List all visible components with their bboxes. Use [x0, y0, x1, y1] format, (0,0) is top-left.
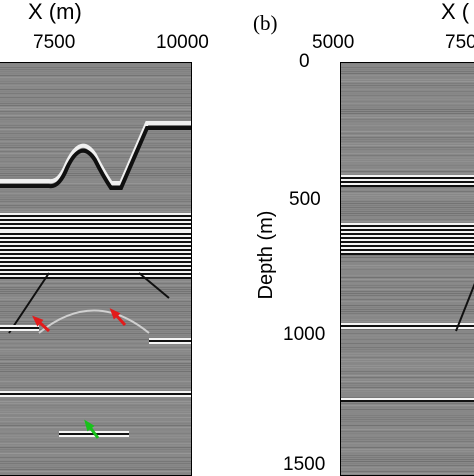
panel-b-seismic-svg: [341, 63, 474, 474]
panel-b-fault: [455, 282, 474, 332]
panel-b-band-3: [341, 323, 474, 329]
panel-b-x-tick-5000: 5000: [312, 32, 355, 53]
panel-a-strong-band-3: [0, 263, 191, 279]
panel-a-x-axis-title: X (m): [28, 0, 82, 24]
panel-a-seismic-svg: [0, 63, 191, 474]
panel-a-fault-left: [8, 272, 50, 334]
panel-a-band-mid-right: [149, 338, 191, 344]
panel-b-seismic-image: [340, 62, 474, 476]
panel-a-red-arrow-right: [109, 308, 127, 327]
panel-b-band-1: [341, 175, 474, 187]
panel-b-y-tick-500: 500: [289, 189, 321, 210]
panel-b-y-tick-1000: 1000: [283, 324, 326, 345]
panel-a-fault-right: [138, 272, 170, 299]
panel-b-y-tick-1500: 1500: [283, 454, 326, 475]
panel-a-strong-band-1: [0, 213, 191, 233]
panel-a-dome-reflector-dark: [0, 126, 191, 190]
panel-b-band-2: [341, 223, 474, 255]
panel-a-dome-reflector: [0, 121, 191, 185]
panel-b-x-axis-title: X (: [441, 0, 470, 24]
panel-a-syncline: [38, 309, 150, 334]
panel-b-x-tick-7500: 750: [445, 32, 474, 53]
panel-a-strong-band-2: [0, 231, 191, 267]
panel-a-band-mid: [0, 325, 39, 331]
panel-a-green-arrow: [84, 419, 100, 439]
panel-b-band-deep: [341, 398, 474, 402]
panel-a-red-arrow-left: [32, 315, 51, 333]
panel-a-band-lower: [0, 391, 191, 397]
panel-a-x-tick-10000: 10000: [156, 32, 209, 53]
panel-a-x-tick-7500: 7500: [33, 32, 76, 53]
panel-b-y-axis-title: Depth (m): [255, 210, 277, 300]
panel-a-seismic-image: [0, 62, 192, 476]
panel-b-label: (b): [253, 11, 278, 35]
panel-b-y-tick-0: 0: [299, 51, 310, 72]
